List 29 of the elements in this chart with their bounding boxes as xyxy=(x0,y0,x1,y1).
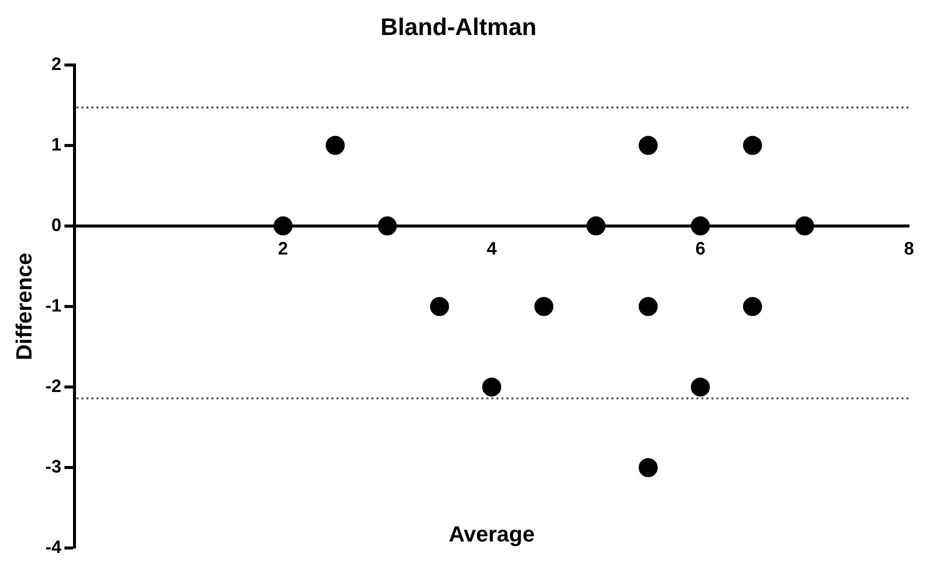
point xyxy=(430,297,450,316)
point xyxy=(690,216,710,236)
point xyxy=(638,458,658,478)
y-tick-label: -1 xyxy=(45,295,62,316)
point xyxy=(795,216,814,236)
y-tick-label: 0 xyxy=(51,214,62,235)
y-axis-title: Difference xyxy=(11,252,36,360)
point xyxy=(690,378,710,397)
x-tick-label: 4 xyxy=(486,238,497,259)
point xyxy=(743,297,762,316)
y-tick-label: 1 xyxy=(51,134,62,154)
x-tick-label: 6 xyxy=(695,238,706,259)
chart-title: Bland-Altman xyxy=(380,14,536,42)
point xyxy=(534,297,554,316)
point xyxy=(378,216,397,236)
point xyxy=(638,297,658,316)
point xyxy=(482,378,502,397)
x-tick-label: 2 xyxy=(278,238,288,259)
y-tick-label: 2 xyxy=(51,54,62,74)
point xyxy=(586,216,606,236)
x-axis-title: Average xyxy=(448,521,535,546)
y-tick-label: -4 xyxy=(45,537,62,558)
point xyxy=(274,216,293,236)
y-tick-label: -2 xyxy=(45,376,62,396)
point xyxy=(326,136,345,155)
y-tick-label: -3 xyxy=(45,456,62,477)
point xyxy=(743,136,762,155)
point xyxy=(638,136,658,155)
x-tick-label: 8 xyxy=(904,238,914,259)
